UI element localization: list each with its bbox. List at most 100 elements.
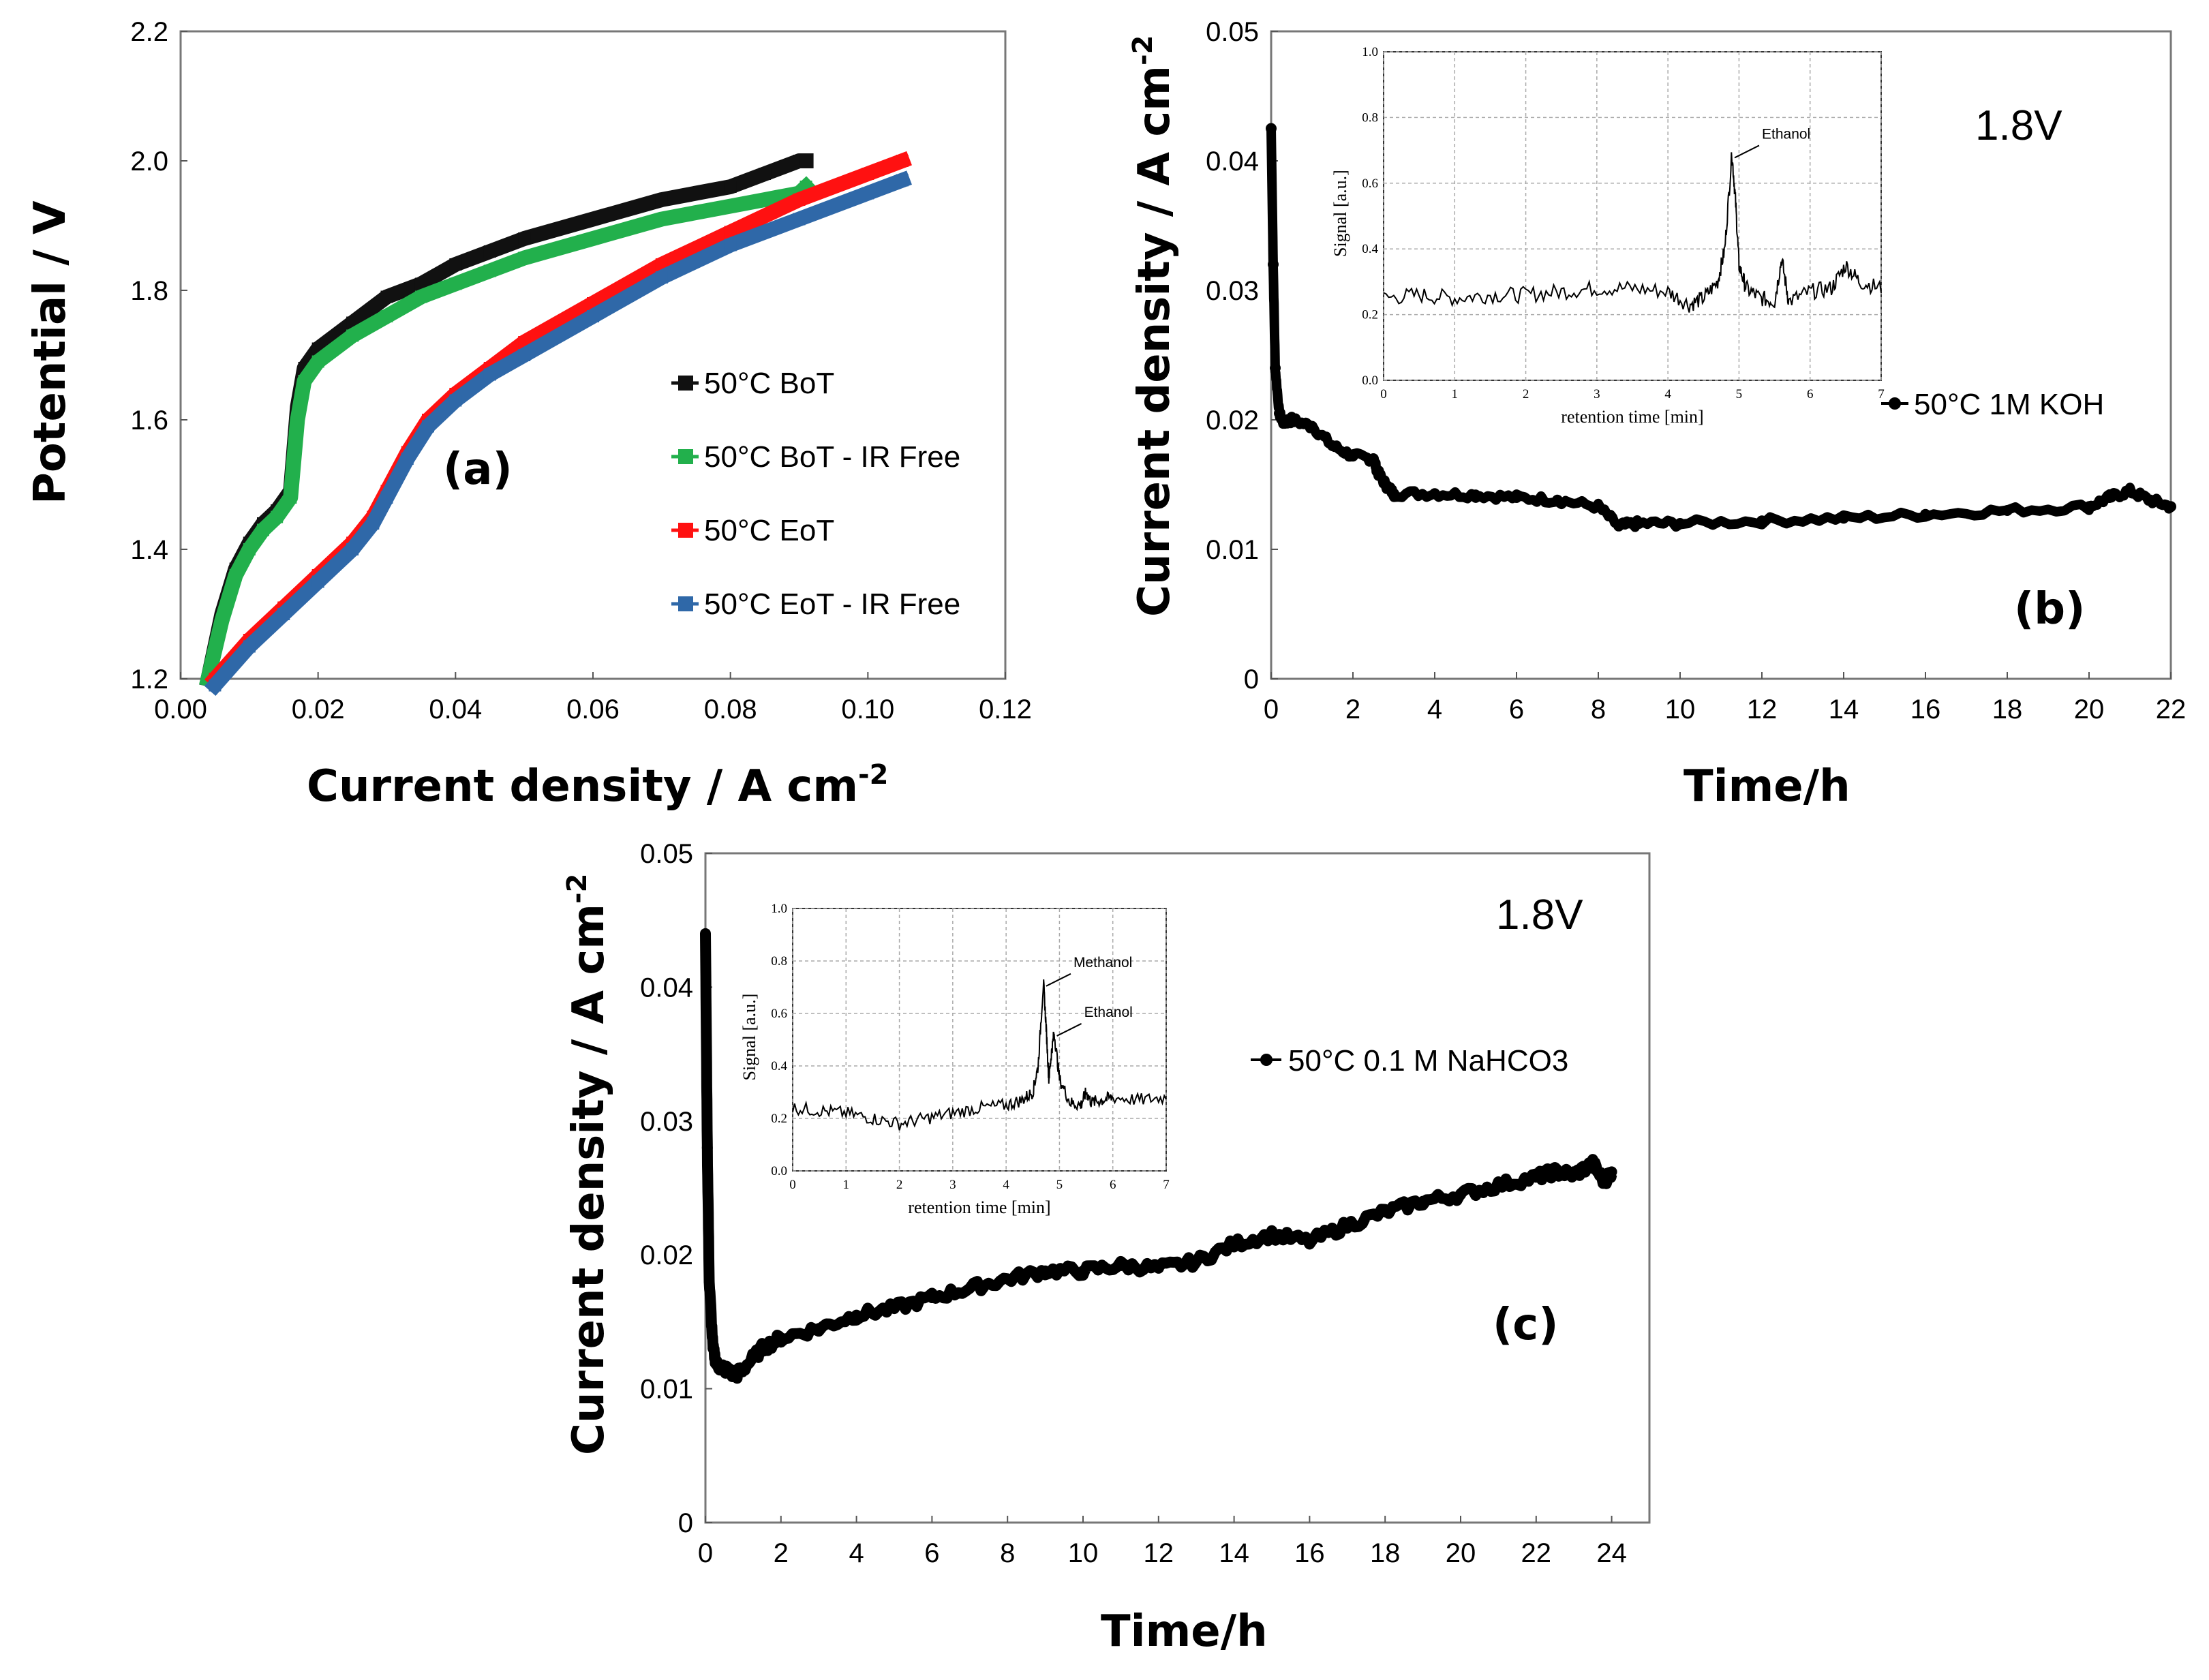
c-y-tick-label: 0.03 (640, 1107, 693, 1137)
a-series-1-marker (483, 264, 496, 277)
b-series-marker (1274, 408, 1285, 419)
b-series-marker (2165, 501, 2176, 513)
a-x-tick-label: 0.04 (429, 694, 482, 724)
b-y-tick-label: 0.04 (1206, 147, 1259, 177)
a-series-1-marker (215, 614, 228, 627)
c-x-tick-label: 16 (1294, 1538, 1325, 1568)
b-x-tick-label: 12 (1747, 694, 1778, 724)
c-legend-label: 50°C 0.1 M NaHCO3 (1288, 1044, 1568, 1078)
b-inset-ylabel: Signal [a.u.] (1330, 170, 1350, 257)
panel-b-ylabel: Current density / A cm-2 (1127, 35, 1180, 617)
c-x-tick-label: 8 (1000, 1538, 1015, 1568)
a-series-0-marker (518, 232, 531, 245)
panel-b-legend: 50°C 1M KOH (1881, 388, 2104, 421)
b-x-tick-label: 20 (2074, 694, 2105, 724)
b-y-tick-label: 0.05 (1206, 17, 1259, 47)
a-x-tick-label: 0.08 (704, 694, 757, 724)
b-series-marker (1286, 414, 1297, 425)
c-x-tick-label: 4 (849, 1538, 864, 1568)
a-series-3-marker (587, 310, 599, 322)
c-series-marker (926, 1292, 938, 1304)
a-series-2-marker (896, 155, 909, 167)
b-series-marker (1368, 453, 1379, 464)
c-y-tick-label: 0.04 (640, 973, 693, 1003)
a-y-tick-label: 1.8 (130, 276, 168, 306)
c-x-tick-label: 20 (1446, 1538, 1476, 1568)
c-inset-ylabel: Signal [a.u.] (740, 994, 759, 1081)
c-series-marker (851, 1309, 862, 1321)
c-x-tick-label: 10 (1068, 1538, 1099, 1568)
c-series-marker (1304, 1236, 1315, 1247)
a-series-1-marker (518, 251, 531, 264)
c-inset-y-tick-label: 0.2 (771, 1112, 787, 1126)
c-inset-y-tick-label: 0.4 (771, 1059, 787, 1073)
b-series-marker (1266, 123, 1277, 134)
c-series-marker (1493, 1180, 1504, 1191)
b-series-marker (1307, 421, 1317, 432)
b-x-tick-label: 14 (1829, 694, 1859, 724)
c-inset-y-tick-label: 0.6 (771, 1007, 787, 1021)
a-x-tick-label: 0.06 (566, 694, 620, 724)
b-y-tick-label: 0.02 (1206, 406, 1259, 436)
a-series-3-marker (793, 213, 806, 226)
b-series-marker (1470, 489, 1481, 501)
b-inset-x-tick-label: 7 (1878, 387, 1885, 401)
b-inset-y-tick-label: 0.4 (1362, 242, 1378, 256)
c-series-marker (700, 928, 711, 939)
c-inset-y-tick-label: 1.0 (771, 902, 787, 916)
a-series-0-marker (655, 194, 668, 206)
a-series-3-marker (724, 239, 737, 251)
panel-a-xlabel: Current density / A cm-2 (307, 759, 888, 812)
b-inset-x-tick-label: 6 (1807, 387, 1814, 401)
panel-b: 0 2 4 6 8 10 12 14 16 18 20 2200.010.020.030.040.05… (1127, 17, 2186, 812)
b-series-marker (1756, 515, 1767, 527)
a-series-3-marker (518, 349, 531, 361)
c-series-marker (757, 1343, 768, 1354)
c-inset-signal-line (792, 979, 1167, 1131)
a-series-1-marker (311, 355, 324, 368)
c-series-marker (737, 1363, 749, 1375)
c-inset-x-tick-label: 3 (949, 1178, 956, 1192)
b-inset-y-tick-label: 0.0 (1362, 373, 1378, 388)
panel-c-ylabel: Current density / A cm-2 (562, 874, 614, 1455)
b-inset-x-tick-label: 1 (1452, 387, 1459, 401)
c-x-tick-label: 2 (774, 1538, 789, 1568)
panel-c: 0 2 4 6 8 10 12 14 16 18 20 22 2400.010.020.030.040.… (562, 839, 1651, 1657)
b-series-marker (1511, 492, 1522, 503)
panel-b-voltage-annotation: 1.8V (1975, 102, 2062, 149)
a-y-tick-label: 1.6 (130, 406, 168, 436)
b-inset-y-tick-label: 0.6 (1362, 177, 1378, 191)
c-series-marker (1153, 1262, 1164, 1274)
b-x-tick-label: 10 (1665, 694, 1696, 724)
b-series-marker (1380, 479, 1391, 490)
a-series-1-marker (759, 194, 772, 206)
c-series-marker (1266, 1229, 1277, 1240)
a-y-tick-label: 1.2 (130, 665, 168, 694)
a-legend-marker-1 (678, 449, 693, 464)
b-x-tick-label: 0 (1264, 694, 1279, 724)
c-x-tick-label: 22 (1521, 1538, 1552, 1568)
panel-c-voltage-annotation: 1.8V (1496, 891, 1583, 938)
a-series-3-marker (367, 517, 380, 530)
c-series-marker (730, 1369, 742, 1381)
a-legend-label-0: 50°C BoT (704, 367, 834, 400)
a-series-3-marker (209, 679, 222, 692)
a-series-3-marker (243, 640, 256, 653)
a-series-2-marker (655, 258, 668, 271)
a-series-3-marker (655, 271, 668, 284)
c-inset-y-tick-label: 0.0 (771, 1164, 787, 1178)
b-series-marker (2124, 485, 2135, 497)
b-inset-annotation-arrow (1734, 144, 1760, 159)
a-legend-marker-0 (678, 376, 693, 391)
panel-a-label: (a) (443, 444, 513, 495)
c-inset-xlabel: retention time [min] (908, 1197, 1050, 1217)
c-inset-annotation-arrow (1056, 1023, 1082, 1037)
c-x-tick-label: 18 (1370, 1538, 1401, 1568)
a-series-1-marker (587, 232, 599, 245)
b-series-marker (1634, 518, 1645, 529)
b-x-tick-label: 18 (1992, 694, 2023, 724)
b-series-marker (2104, 492, 2115, 503)
a-y-tick-label: 1.4 (130, 535, 168, 565)
b-series-marker (1388, 488, 1399, 500)
